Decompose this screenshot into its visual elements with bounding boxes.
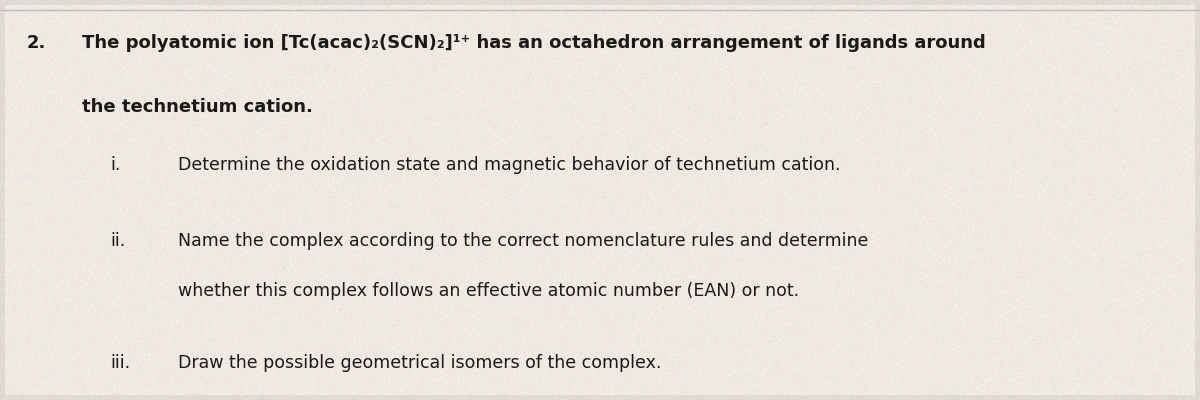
Text: Determine the oxidation state and magnetic behavior of technetium cation.: Determine the oxidation state and magnet…	[178, 156, 840, 174]
Text: the technetium cation.: the technetium cation.	[82, 98, 312, 116]
Text: Draw the possible geometrical isomers of the complex.: Draw the possible geometrical isomers of…	[178, 354, 661, 372]
Text: i.: i.	[110, 156, 121, 174]
Text: 2.: 2.	[26, 34, 46, 52]
Text: Name the complex according to the correct nomenclature rules and determine: Name the complex according to the correc…	[178, 232, 868, 250]
Text: whether this complex follows an effective atomic number (EAN) or not.: whether this complex follows an effectiv…	[178, 282, 799, 300]
Text: ii.: ii.	[110, 232, 126, 250]
Text: The polyatomic ion [Tc(acac)₂(SCN)₂]¹⁺ has an octahedron arrangement of ligands : The polyatomic ion [Tc(acac)₂(SCN)₂]¹⁺ h…	[82, 34, 985, 52]
Text: iii.: iii.	[110, 354, 131, 372]
